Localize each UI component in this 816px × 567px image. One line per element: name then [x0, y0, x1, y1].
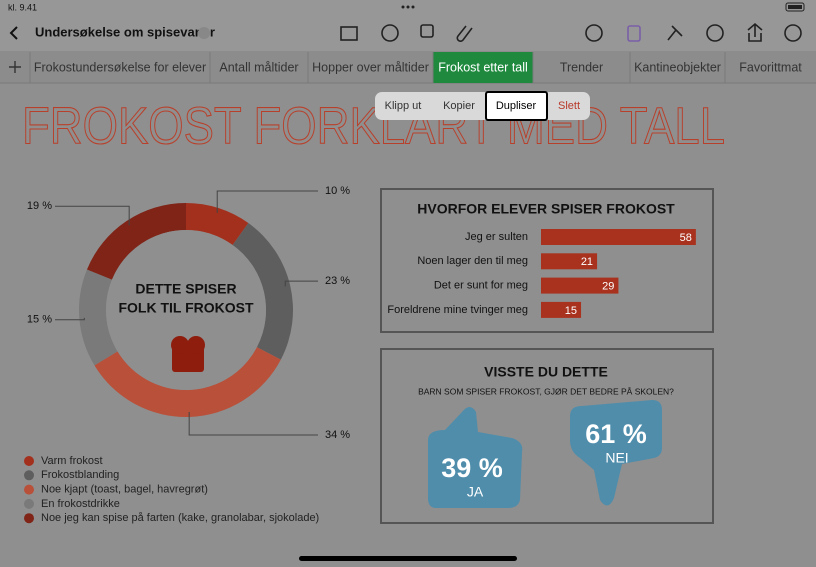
battery-level — [788, 5, 802, 9]
facts-title: VISSTE DU DETTE — [484, 364, 608, 380]
yes-value: 39 % — [441, 453, 503, 483]
donut-slice — [186, 203, 249, 245]
tab[interactable]: Kantineobjekter — [634, 60, 721, 74]
bar-chart-title: HVORFOR ELEVER SPISER FROKOST — [417, 201, 675, 217]
tab[interactable]: Frokost etter tall — [438, 60, 528, 74]
document-title[interactable]: Undersøkelse om spisevaner — [35, 24, 215, 39]
facts-frame — [380, 348, 714, 524]
add-sheet[interactable] — [9, 61, 21, 73]
no-label: NEI — [605, 450, 628, 466]
legend-swatch — [24, 513, 34, 524]
back-button[interactable] — [9, 26, 18, 40]
thumb-up — [428, 407, 523, 508]
bar — [541, 253, 598, 270]
format-button[interactable] — [667, 25, 683, 41]
tab[interactable]: Trender — [560, 60, 603, 74]
legend-label: Noe jeg kan spise på farten (kake, grano… — [41, 512, 319, 524]
undo-button[interactable] — [585, 24, 603, 42]
leader-line — [55, 205, 130, 226]
bar-value: 58 — [680, 232, 692, 244]
more-button[interactable] — [784, 24, 802, 42]
menu-item[interactable]: Dupliser — [496, 100, 537, 112]
thumb-down — [570, 400, 662, 506]
legend-swatch — [24, 470, 34, 481]
legend-label: Varm frokost — [41, 455, 103, 467]
bar-category: Foreldrene mine tvinger meg — [387, 304, 528, 316]
facts-subtitle: BARN SOM SPISER FROKOST, GJØR DET BEDRE … — [418, 386, 674, 396]
leader-line — [55, 317, 85, 321]
legend-swatch — [24, 456, 34, 466]
status-time: kl. 9.41 — [8, 2, 37, 12]
leader-line — [188, 411, 318, 436]
sheet-title: FROKOST FORKLART MED TALL — [22, 98, 725, 156]
view-button[interactable] — [706, 24, 724, 42]
dots — [401, 5, 415, 9]
bar-value: 29 — [602, 281, 614, 293]
legend-label: Noe kjapt (toast, bagel, havregrøt) — [41, 484, 208, 496]
tab[interactable]: Frokostundersøkelse for elever — [34, 60, 206, 74]
shape-button[interactable] — [420, 24, 434, 38]
menu-item[interactable]: Kopier — [443, 100, 475, 112]
bar-value: 15 — [565, 305, 577, 317]
bar — [541, 229, 696, 245]
legend-swatch — [24, 484, 34, 495]
home-indicator — [299, 556, 517, 561]
legend-label: En frokostdrikke — [41, 498, 120, 510]
leader-line — [284, 280, 318, 287]
slice-label: 19 % — [27, 200, 52, 212]
bar-category: Jeg er sulten — [465, 231, 528, 243]
bar — [541, 301, 582, 318]
legend-label: Frokostblanding — [41, 469, 119, 481]
media-button[interactable] — [456, 25, 473, 42]
bar-value: 21 — [581, 256, 593, 268]
menu-item[interactable]: Klipp ut — [385, 100, 422, 112]
slice-label: 10 % — [325, 185, 350, 197]
tab-selected — [433, 52, 533, 83]
menu-item[interactable]: Slett — [558, 100, 580, 112]
menu-highlight — [485, 91, 548, 121]
tab[interactable]: Favorittmat — [739, 60, 802, 74]
donut-slice — [78, 269, 118, 366]
donut-hole — [106, 230, 266, 390]
bar — [541, 277, 619, 294]
slice-label: 23 % — [325, 275, 350, 287]
title-menu[interactable] — [198, 27, 210, 39]
leader-line — [216, 190, 318, 213]
paste-button[interactable] — [627, 25, 641, 42]
no-value: 61 % — [585, 419, 647, 449]
yes-label: JA — [467, 484, 484, 500]
slice-label: 34 % — [325, 429, 350, 441]
donut-center-text: FOLK TIL FROKOST — [118, 300, 254, 316]
bar-category: Det er sunt for meg — [434, 280, 528, 292]
donut-center-text: DETTE SPISER — [135, 281, 236, 297]
bar-category: Noen lager den til meg — [417, 255, 528, 267]
share-button[interactable] — [747, 22, 763, 42]
legend-swatch — [24, 498, 34, 509]
tab-strip — [0, 51, 816, 83]
tab[interactable]: Hopper over måltider — [312, 60, 429, 74]
toast-icon — [171, 336, 205, 372]
donut-slice — [94, 347, 281, 417]
slice-label: 15 % — [27, 314, 52, 326]
battery — [785, 2, 805, 12]
table-button[interactable] — [340, 26, 358, 41]
bar-chart-frame — [380, 188, 714, 333]
donut-slice — [232, 223, 293, 360]
donut-slice — [86, 203, 186, 280]
tab[interactable]: Antall måltider — [219, 60, 298, 74]
chart-button[interactable] — [381, 24, 399, 42]
